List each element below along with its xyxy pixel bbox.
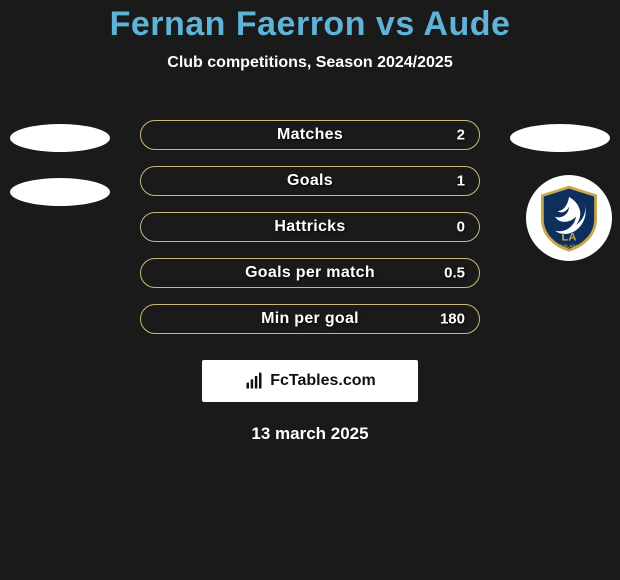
stat-bar: Hattricks0 bbox=[140, 212, 480, 242]
stat-row: Goals per match0.5 bbox=[0, 250, 620, 296]
stat-bar: Matches2 bbox=[140, 120, 480, 150]
stat-label: Min per goal bbox=[141, 310, 479, 328]
attribution-text: FcTables.com bbox=[270, 372, 376, 390]
date-text: 13 march 2025 bbox=[0, 424, 620, 444]
stat-label: Matches bbox=[141, 126, 479, 144]
la-galaxy-logo-icon: LA GALAXY bbox=[534, 183, 604, 253]
stat-label: Goals per match bbox=[141, 264, 479, 282]
player-placeholder-blob bbox=[10, 178, 110, 206]
stat-bar: Goals per match0.5 bbox=[140, 258, 480, 288]
stat-value: 0.5 bbox=[444, 265, 465, 282]
badge-text-galaxy: GALAXY bbox=[559, 243, 580, 249]
stat-value: 2 bbox=[457, 127, 465, 144]
player-placeholder-blob bbox=[510, 124, 610, 152]
club-badge-right: LA GALAXY bbox=[526, 175, 612, 261]
page-title: Fernan Faerron vs Aude bbox=[0, 5, 620, 44]
stat-bar: Goals1 bbox=[140, 166, 480, 196]
stat-value: 0 bbox=[457, 219, 465, 236]
stat-label: Hattricks bbox=[141, 218, 479, 236]
stat-row: Min per goal180 bbox=[0, 296, 620, 342]
player-placeholder-blob bbox=[10, 124, 110, 152]
stat-bar: Min per goal180 bbox=[140, 304, 480, 334]
bar-chart-icon bbox=[244, 371, 264, 391]
stat-value: 180 bbox=[440, 311, 465, 328]
stat-value: 1 bbox=[457, 173, 465, 190]
badge-text-la: LA bbox=[562, 231, 577, 243]
attribution-badge: FcTables.com bbox=[202, 360, 418, 402]
stat-label: Goals bbox=[141, 172, 479, 190]
subtitle: Club competitions, Season 2024/2025 bbox=[0, 54, 620, 72]
